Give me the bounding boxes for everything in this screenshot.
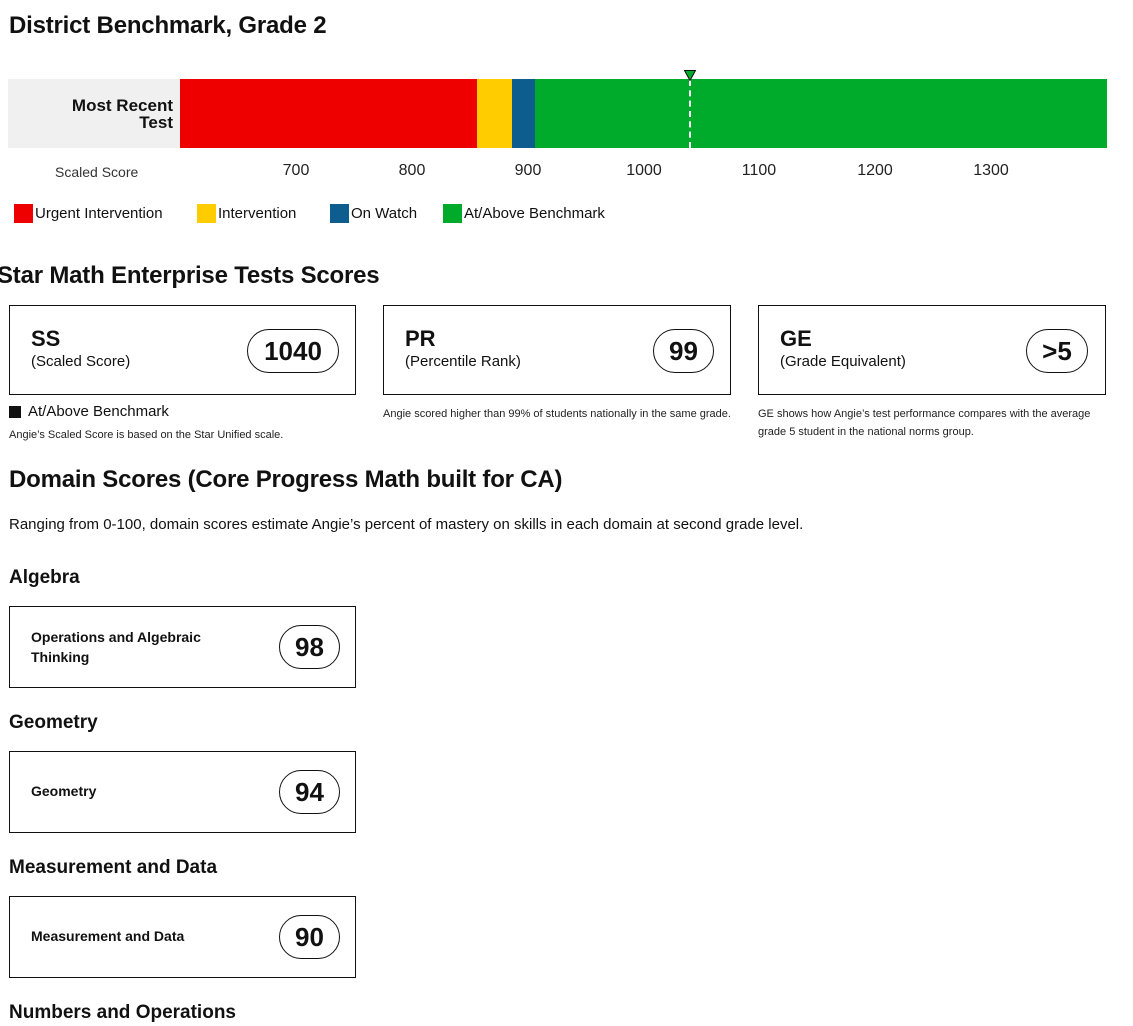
- score-value-pill: >5: [1026, 329, 1088, 373]
- card-abbreviation: SS: [31, 326, 61, 351]
- scaled-score-card: SS (Scaled Score) 1040: [9, 305, 356, 395]
- band-urgent-intervention: [180, 79, 477, 148]
- domain-item-name: Operations and Algebraic Thinking: [31, 627, 201, 667]
- card-abbreviation: PR: [405, 326, 436, 351]
- band-on-watch: [512, 79, 535, 148]
- legend-label: Urgent Intervention: [35, 205, 163, 222]
- pr-note: Angie scored higher than 99% of students…: [383, 408, 731, 420]
- legend-swatch-yellow: [197, 204, 216, 223]
- domain-card-measurement-data: Measurement and Data 90: [9, 896, 356, 978]
- axis-tick-1000: 1000: [626, 162, 662, 179]
- legend-label: On Watch: [351, 205, 418, 222]
- benchmark-status-square-icon: [9, 405, 21, 418]
- legend-intervention: Intervention: [197, 204, 296, 223]
- score-marker-line: [689, 80, 691, 148]
- bar-row-label-background: [8, 79, 180, 148]
- scaled-score-axis-label: Scaled Score: [55, 164, 139, 180]
- axis-tick-1200: 1200: [857, 162, 893, 179]
- domain-heading-numbers-operations: Numbers and Operations: [9, 1002, 236, 1023]
- axis-tick-700: 700: [282, 162, 310, 179]
- axis-tick-1300: 1300: [973, 162, 1009, 179]
- legend-label: At/Above Benchmark: [464, 205, 605, 222]
- benchmark-title: District Benchmark, Grade 2: [9, 12, 327, 39]
- score-value-pill: 99: [653, 329, 714, 373]
- percentile-rank-card: PR (Percentile Rank) 99: [383, 305, 731, 395]
- domain-heading-algebra: Algebra: [9, 567, 80, 588]
- ss-benchmark-status: At/Above Benchmark: [9, 403, 169, 420]
- band-at-above-benchmark: [535, 79, 1107, 148]
- bar-row-label-line2: Test: [139, 113, 173, 132]
- domain-score-pill: 98: [279, 625, 340, 669]
- bar-row-label-line1: Most Recent: [71, 96, 173, 115]
- domain-score-pill: 94: [279, 770, 340, 814]
- legend-at-above-benchmark: At/Above Benchmark: [443, 204, 605, 223]
- ge-note: GE shows how Angie’s test performance co…: [758, 408, 1091, 438]
- axis-tick-800: 800: [398, 162, 426, 179]
- legend-swatch-blue: [330, 204, 349, 223]
- domain-score-pill: 90: [279, 915, 340, 959]
- domain-item-name-line1: Operations and Algebraic: [31, 629, 201, 645]
- benchmark-status-label: At/Above Benchmark: [28, 403, 169, 420]
- domain-section-title: Domain Scores (Core Progress Math built …: [9, 466, 563, 493]
- domain-card-geometry: Geometry 94: [9, 751, 356, 833]
- domain-heading-measurement-data: Measurement and Data: [9, 857, 218, 878]
- domain-card-operations-algebraic-thinking: Operations and Algebraic Thinking 98: [9, 606, 356, 688]
- domain-description: Ranging from 0-100, domain scores estima…: [9, 516, 804, 533]
- bar-row-label: Most Recent Test: [8, 97, 173, 131]
- card-full-name: (Percentile Rank): [405, 353, 521, 370]
- domain-item-name-line2: Thinking: [31, 649, 90, 665]
- band-intervention: [477, 79, 512, 148]
- legend-swatch-red: [14, 204, 33, 223]
- domain-item-name: Geometry: [31, 783, 97, 799]
- axis-tick-900: 900: [514, 162, 542, 179]
- card-full-name: (Grade Equivalent): [780, 353, 906, 370]
- card-abbreviation: GE: [780, 326, 812, 351]
- score-marker-triangle-icon: [684, 70, 696, 81]
- score-value-pill: 1040: [247, 329, 339, 373]
- card-full-name: (Scaled Score): [31, 353, 131, 370]
- axis-tick-1100: 1100: [741, 162, 777, 179]
- legend-urgent-intervention: Urgent Intervention: [14, 204, 163, 223]
- domain-heading-geometry: Geometry: [9, 712, 98, 733]
- legend-swatch-green: [443, 204, 462, 223]
- domain-item-name: Measurement and Data: [31, 928, 185, 944]
- grade-equivalent-card: GE (Grade Equivalent) >5: [758, 305, 1106, 395]
- scores-section-title: Star Math Enterprise Tests Scores: [0, 262, 380, 289]
- legend-label: Intervention: [218, 205, 297, 222]
- ss-note: Angie’s Scaled Score is based on the Sta…: [9, 429, 284, 441]
- legend-on-watch: On Watch: [330, 204, 417, 223]
